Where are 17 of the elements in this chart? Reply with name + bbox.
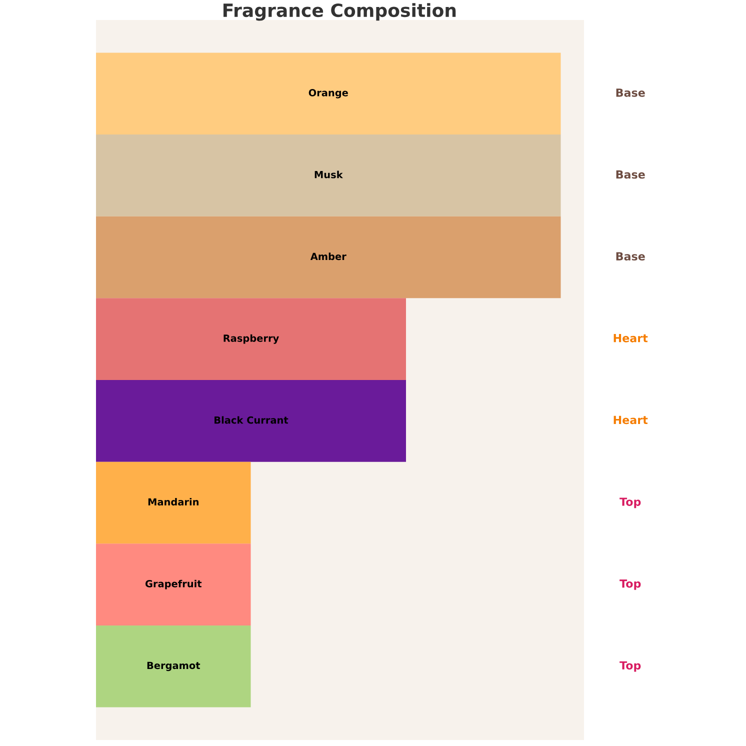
text: Heart bbox=[614, 416, 648, 424]
y-tick-label: Black Currant bbox=[214, 416, 288, 424]
text: Base bbox=[616, 170, 645, 179]
y-tick-label: Grapefruit bbox=[145, 580, 202, 590]
y-tick-label: Mandarin bbox=[148, 498, 198, 506]
chart-title: Fragrance Composition bbox=[223, 3, 456, 21]
text: Top bbox=[620, 580, 641, 590]
text: Heart bbox=[614, 334, 648, 342]
y-tick-label: Raspberry bbox=[224, 334, 279, 344]
text: Base bbox=[616, 88, 645, 97]
y-tick-label: Orange bbox=[308, 89, 348, 98]
text: Top bbox=[620, 498, 641, 508]
y-tick-label: Amber bbox=[310, 252, 346, 260]
text: Top bbox=[620, 661, 641, 672]
y-tick-label: Musk bbox=[314, 170, 343, 178]
text: Base bbox=[616, 252, 645, 260]
y-tick-label: Bergamot bbox=[147, 662, 200, 672]
